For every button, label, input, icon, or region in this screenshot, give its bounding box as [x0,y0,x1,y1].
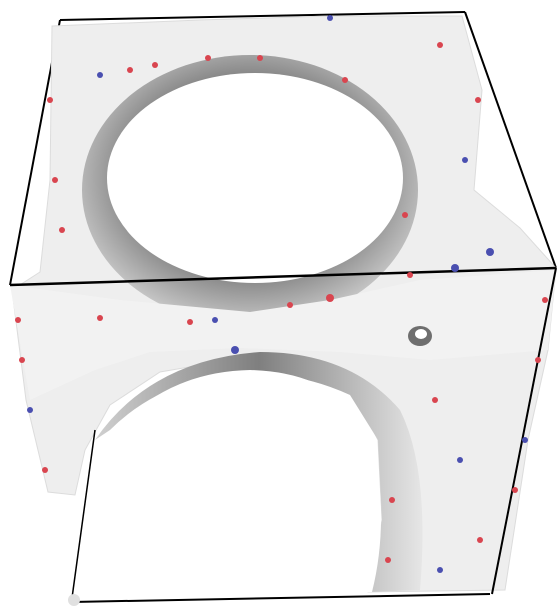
atom-red [402,212,408,218]
render [0,0,559,608]
atom-red [326,294,334,302]
atom-red [15,317,21,323]
atom-red [42,467,48,473]
atom-red [535,357,541,363]
atom-red [152,62,158,68]
atom-red [257,55,263,61]
atom-blue [522,437,528,443]
atom-red [59,227,65,233]
atom-red [287,302,293,308]
atom-blue [451,264,459,272]
atom-blue [437,567,443,573]
atom-red [385,557,391,563]
atom-red [477,537,483,543]
atom-red [432,397,438,403]
corner-blob [68,594,80,606]
atom-red [187,319,193,325]
atom-red [19,357,25,363]
pore [415,329,427,339]
atom-blue [97,72,103,78]
atom-blue [212,317,218,323]
hole [107,73,403,283]
atom-red [205,55,211,61]
atom-blue [27,407,33,413]
atom-red [475,97,481,103]
atom-red [52,177,58,183]
atom-red [512,487,518,493]
atom-blue [327,15,333,21]
atom-red [437,42,443,48]
atom-red [97,315,103,321]
atom-blue [231,346,239,354]
atom-red [542,297,548,303]
atom-red [47,97,53,103]
atom-blue [486,248,494,256]
lower-hole [78,370,381,600]
atom-red [389,497,395,503]
page [0,0,559,608]
atom-red [127,67,133,73]
atom-blue [457,457,463,463]
atom-red [407,272,413,278]
atom-red [342,77,348,83]
atom-blue [462,157,468,163]
